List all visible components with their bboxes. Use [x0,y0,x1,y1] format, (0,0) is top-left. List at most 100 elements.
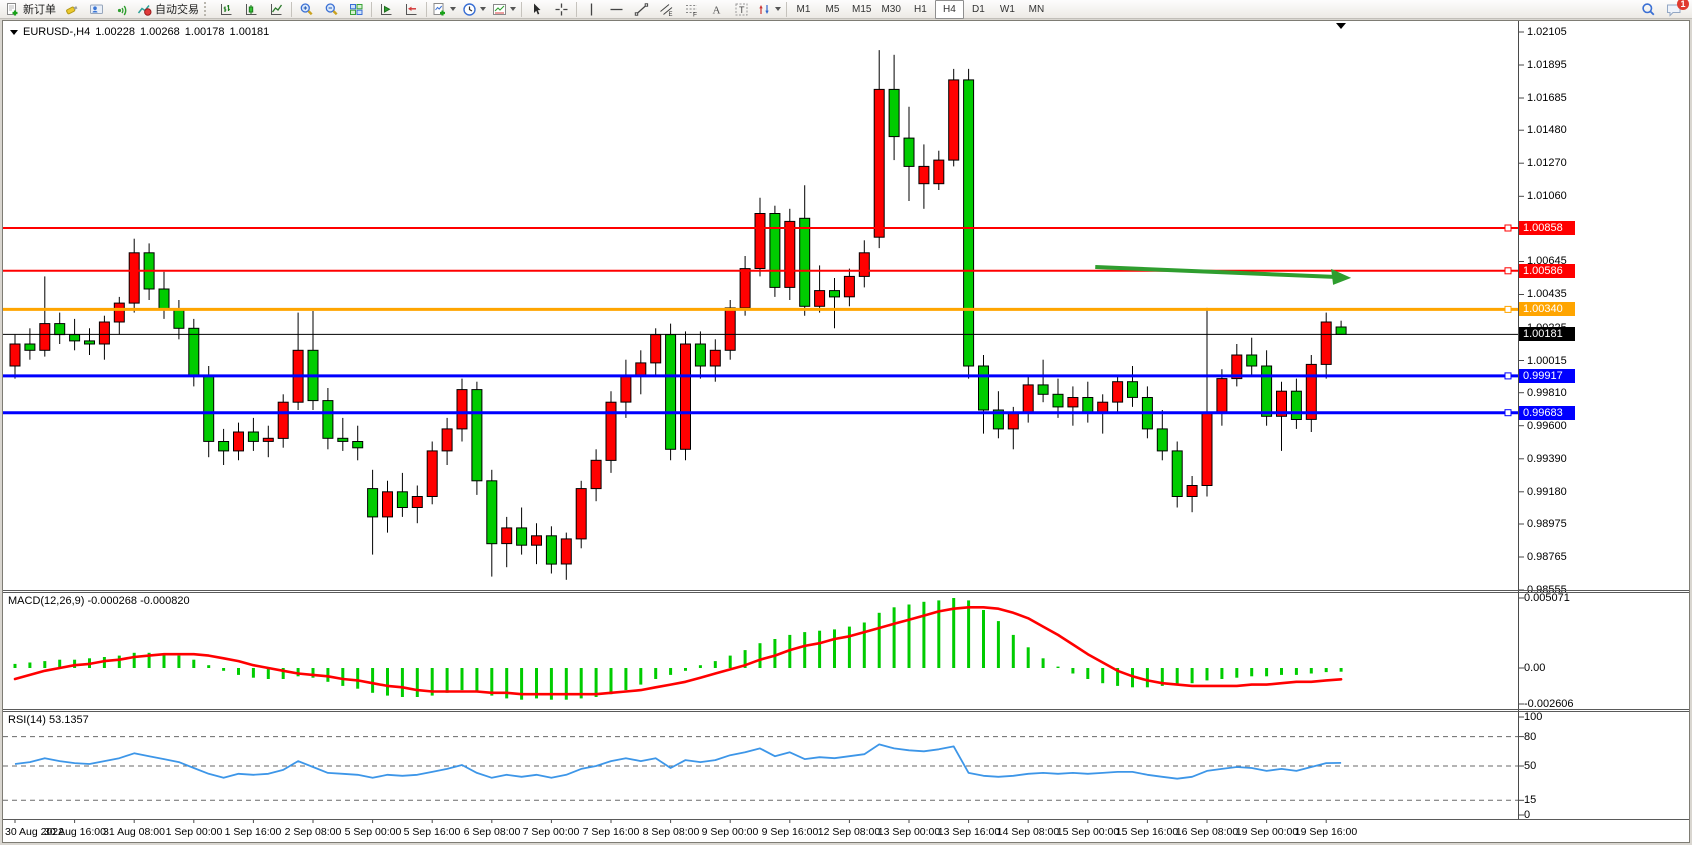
rsi-indicator-label: RSI(14) 53.1357 [8,714,89,726]
text-label-button[interactable]: T [729,0,754,19]
equidistant-channel-button[interactable]: E [654,0,679,19]
level-line-endpoint[interactable] [1504,409,1512,417]
timeframe-d1-button[interactable]: D1 [972,3,985,15]
time-axis-label: 1 Sep 00:00 [165,826,223,838]
templates-dropdown-caret[interactable] [510,7,516,11]
styler-button[interactable] [59,0,84,19]
candle-body [1231,354,1243,380]
timeframe-mn-button[interactable]: MN [1028,3,1045,15]
timeframe-m5-button[interactable]: M5 [825,3,840,15]
signals-button[interactable] [109,0,134,19]
macd-histogram-bar [296,668,300,677]
crosshair-button[interactable] [549,0,574,19]
level-line-endpoint[interactable] [1504,224,1512,232]
new-order-label: 新订单 [23,4,56,16]
arrows-button[interactable] [754,0,784,19]
search-button[interactable] [1636,0,1661,19]
toolbar-separator [786,1,787,17]
auto-scroll-button[interactable] [374,0,399,19]
candle-body [39,323,51,351]
line-chart-button[interactable] [264,0,289,19]
zoom-in-button[interactable] [294,0,319,19]
candle-body [24,343,36,351]
vertical-line-button[interactable] [579,0,604,19]
toolbar: 新订单 自动交易 [0,0,1692,19]
candlestick-chart-button[interactable] [239,0,264,19]
candle-body [680,343,691,450]
macd-histogram-bar [28,662,32,668]
timeframe-m15-button[interactable]: M15 [852,3,872,15]
ohlc-info-line[interactable]: EURUSD-,H4 1.00228 1.00268 1.00178 1.001… [10,26,274,38]
macd-histogram-bar [1205,668,1209,681]
candle-body [471,389,483,482]
level-line-endpoint[interactable] [1504,372,1512,380]
fibonacci-button[interactable]: F [679,0,704,19]
macd-histogram-bar [907,604,911,668]
level-line-endpoint[interactable] [1504,305,1512,313]
autotrading-button[interactable]: 自动交易 [134,0,202,19]
macd-histogram-bar [564,668,568,700]
candle-body [754,213,766,269]
macd-histogram-bar [430,668,434,696]
horizontal-line-button[interactable] [604,0,629,19]
timeframe-w1-button[interactable]: W1 [999,3,1015,15]
cursor-button[interactable] [524,0,549,19]
time-axis-label: 7 Sep 16:00 [582,826,640,838]
pane-separator-rsi[interactable] [3,708,1689,712]
tile-windows-icon [350,3,363,15]
candle-body [337,437,349,442]
svg-text:A: A [713,4,721,16]
macd-histogram-bar [1011,634,1015,668]
macd-histogram-bar [117,655,121,668]
periods-button[interactable] [459,0,489,19]
timeframe-h4-button[interactable]: H4 [934,0,964,19]
candle-body [158,288,170,310]
trend-arrow-shaft[interactable] [1095,265,1335,279]
candle-body [277,401,289,439]
chart-area[interactable]: EURUSD-,H4 1.00228 1.00268 1.00178 1.001… [3,21,1689,842]
macd-histogram-bar [192,659,196,668]
periods-dropdown-caret[interactable] [480,7,486,11]
new-order-button[interactable]: 新订单 [2,0,59,19]
timeframe-h1-button[interactable]: H1 [914,3,927,15]
level-price-label: 1.00586 [1519,264,1575,278]
macd-histogram-bar [847,626,851,668]
timeframe-m30-button[interactable]: M30 [881,3,901,15]
tile-windows-button[interactable] [344,0,369,19]
candle-body [1067,397,1079,408]
macd-histogram-bar [594,668,598,697]
text-button[interactable]: A [704,0,729,19]
toolbar-separator [521,1,522,17]
candle-body [367,488,379,518]
candle-body [218,441,230,452]
macd-histogram-bar [386,668,389,696]
macd-histogram-bar [937,600,941,668]
macd-histogram-bar [1235,668,1239,678]
macd-histogram-bar [1101,668,1105,684]
price-axis-tick-label: 0.99810 [1527,387,1567,399]
candle-body [620,374,632,403]
trendline-button[interactable] [629,0,654,19]
clock-icon [463,2,476,16]
indicators-dropdown-caret[interactable] [450,7,456,11]
toolbar-grip [204,2,211,16]
indicators-button[interactable] [429,0,459,19]
notifications-button[interactable]: 1 [1661,0,1689,19]
templates-button[interactable] [489,0,519,19]
terminal-button[interactable] [84,0,109,19]
candle-body [188,327,200,376]
pane-separator-macd[interactable] [3,589,1689,593]
macd-histogram-bar [207,665,211,668]
time-axis[interactable]: 30 Aug 2022 30 Aug 16:00 31 Aug 08:00 1 Sep… [3,824,1689,842]
candle-body [709,349,721,367]
macd-histogram-bar [147,652,151,668]
symbol-dropdown-icon[interactable] [10,29,18,35]
bar-chart-button[interactable] [214,0,239,19]
level-line-endpoint[interactable] [1504,267,1512,275]
macd-histogram-bar [996,621,1000,668]
arrows-dropdown-caret[interactable] [775,7,781,11]
trend-arrow-head[interactable] [1331,268,1352,285]
chart-shift-button[interactable] [399,0,424,19]
zoom-out-button[interactable] [319,0,344,19]
timeframe-m1-button[interactable]: M1 [796,3,811,15]
